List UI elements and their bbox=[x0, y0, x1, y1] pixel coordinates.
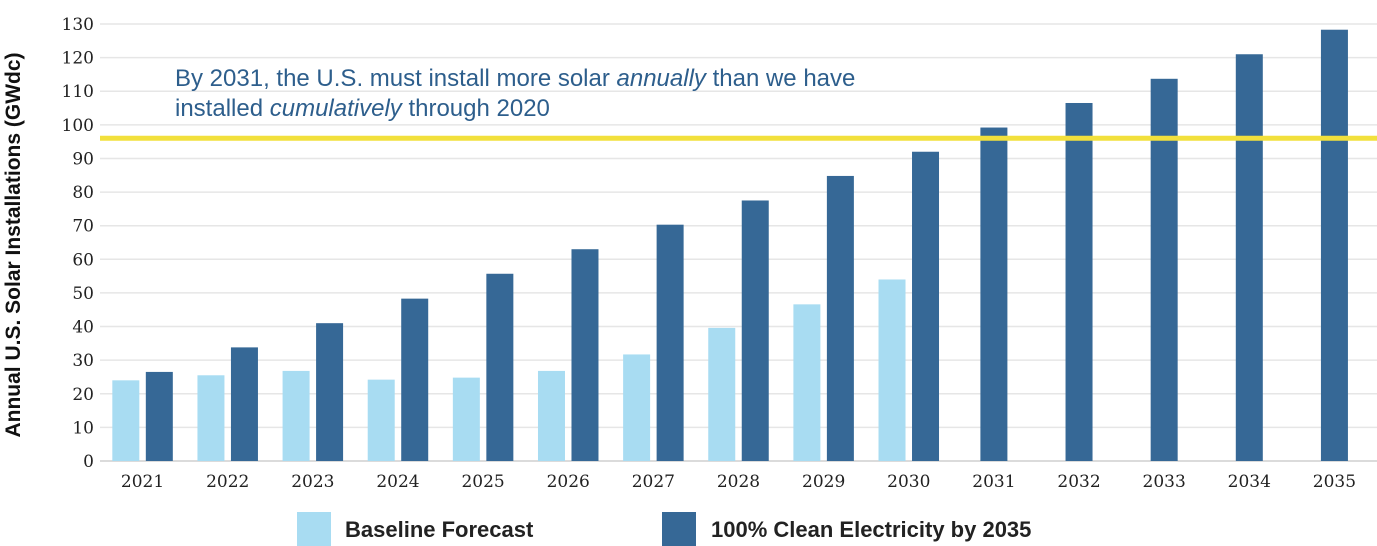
bar-clean bbox=[741, 200, 769, 461]
x-tick-label: 2033 bbox=[1143, 472, 1186, 492]
bar-clean bbox=[486, 273, 514, 461]
annotation-fragment: cumulatively bbox=[269, 95, 402, 122]
y-tick-label: 60 bbox=[72, 250, 94, 270]
bar-baseline bbox=[282, 370, 310, 461]
y-tick-label: 30 bbox=[72, 351, 94, 371]
bar-clean bbox=[912, 151, 940, 461]
bar-clean bbox=[1065, 102, 1093, 461]
annotation-fragment: through 2020 bbox=[401, 95, 550, 122]
y-tick-label: 70 bbox=[72, 217, 94, 237]
bar-clean bbox=[1320, 29, 1348, 462]
legend-label-clean: 100% Clean Electricity by 2035 bbox=[711, 517, 1032, 542]
legend-label-baseline: Baseline Forecast bbox=[345, 517, 534, 542]
x-tick-label: 2035 bbox=[1313, 472, 1356, 492]
bar-baseline bbox=[708, 327, 736, 461]
legend-swatch-baseline bbox=[297, 512, 331, 546]
x-tick-label: 2025 bbox=[461, 472, 504, 492]
bar-baseline bbox=[878, 279, 906, 461]
annotation-line-2: installed cumulatively through 2020 bbox=[175, 94, 975, 124]
annotation: By 2031, the U.S. must install more sola… bbox=[175, 64, 975, 124]
bar-baseline bbox=[623, 354, 651, 461]
y-axis-label: Annual U.S. Solar Installations (GWdc) bbox=[2, 52, 25, 438]
bar-clean bbox=[316, 323, 344, 461]
bar-clean bbox=[656, 224, 684, 461]
annotation-fragment: annually bbox=[616, 65, 706, 92]
bar-clean bbox=[1235, 54, 1263, 461]
x-tick-label: 2032 bbox=[1057, 472, 1100, 492]
bar-baseline bbox=[452, 377, 480, 461]
x-tick-label: 2034 bbox=[1228, 472, 1271, 492]
bar-clean bbox=[571, 249, 599, 461]
bar-baseline bbox=[367, 379, 395, 461]
annotation-fragment: installed bbox=[175, 95, 270, 122]
y-tick-label: 110 bbox=[62, 82, 94, 102]
x-tick-label: 2030 bbox=[887, 472, 930, 492]
y-tick-label: 130 bbox=[62, 15, 94, 35]
bar-clean bbox=[145, 371, 173, 461]
y-tick-label: 10 bbox=[72, 418, 94, 438]
bar-baseline bbox=[197, 375, 225, 461]
annotation-line-1: By 2031, the U.S. must install more sola… bbox=[175, 64, 975, 94]
annotation-fragment: than we have bbox=[705, 65, 856, 92]
y-tick-label: 80 bbox=[72, 183, 94, 203]
x-tick-label: 2024 bbox=[376, 472, 419, 492]
bar-clean bbox=[1150, 78, 1178, 461]
legend-swatch-clean bbox=[662, 512, 696, 546]
y-tick-label: 90 bbox=[72, 149, 94, 169]
x-tick-label: 2022 bbox=[206, 472, 249, 492]
x-tick-label: 2026 bbox=[547, 472, 590, 492]
bar-baseline bbox=[537, 370, 565, 461]
y-tick-label: 0 bbox=[83, 452, 94, 472]
bar-clean bbox=[980, 127, 1008, 461]
x-tick-label: 2031 bbox=[972, 472, 1015, 492]
annotation-fragment: By 2031, the U.S. must install more sola… bbox=[175, 65, 617, 92]
bar-clean bbox=[826, 175, 854, 462]
x-tick-label: 2021 bbox=[121, 472, 164, 492]
x-tick-label: 2028 bbox=[717, 472, 760, 492]
x-tick-label: 2027 bbox=[632, 472, 675, 492]
y-tick-label: 50 bbox=[72, 284, 94, 304]
bar-baseline bbox=[793, 304, 821, 461]
bar-clean bbox=[230, 347, 258, 461]
y-tick-label: 20 bbox=[72, 385, 94, 405]
x-tick-label: 2029 bbox=[802, 472, 845, 492]
bar-baseline bbox=[112, 380, 140, 461]
y-tick-label: 100 bbox=[62, 116, 94, 136]
y-tick-label: 120 bbox=[62, 49, 94, 69]
x-tick-label: 2023 bbox=[291, 472, 334, 492]
bar-clean bbox=[401, 298, 429, 461]
y-tick-label: 40 bbox=[72, 318, 94, 338]
